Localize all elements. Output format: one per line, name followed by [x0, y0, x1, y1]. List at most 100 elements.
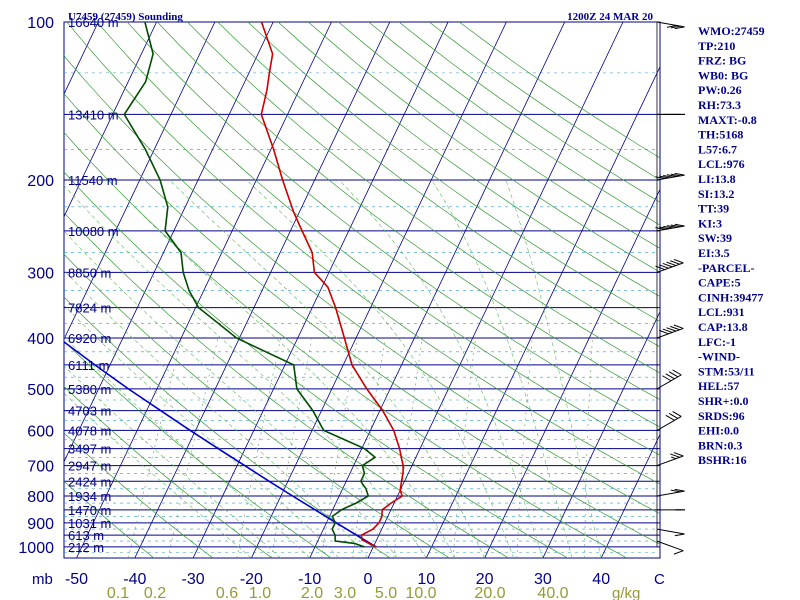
dry-adiabat — [338, 22, 660, 249]
index-line: KI:3 — [698, 216, 722, 230]
pressure-tick-label: 500 — [27, 382, 54, 399]
isotherm-line — [192, 22, 449, 558]
wind-barb-flag — [666, 225, 677, 228]
wind-barb — [655, 223, 685, 232]
wind-barb-flag — [670, 489, 681, 493]
index-line: BSHR:16 — [698, 453, 747, 467]
wind-barb — [656, 411, 682, 431]
wind-barb-flag — [673, 258, 684, 264]
wind-barb-flag — [670, 224, 681, 228]
isotherm-line — [484, 188, 660, 558]
index-line: SRDS:96 — [698, 409, 745, 423]
wind-barb-flag — [668, 371, 679, 378]
wind-barb-flag — [659, 175, 670, 179]
index-line: LI:13.8 — [698, 172, 736, 186]
mixing-ratio-line — [128, 337, 182, 558]
wind-barb-flag — [665, 373, 675, 380]
moist-adiabat — [246, 179, 515, 558]
wind-barb — [655, 258, 684, 273]
wind-barb-flag — [673, 324, 684, 329]
height-label: 4703 m — [68, 404, 111, 419]
temperature-tick-label: -10 — [298, 571, 321, 588]
isotherm-line — [0, 22, 40, 558]
index-line: TT:39 — [698, 202, 729, 216]
wind-barb — [656, 324, 684, 339]
temperature-profile — [260, 22, 405, 548]
isotherm-line — [251, 22, 507, 558]
station-title: U7459 (27459) Sounding — [68, 11, 183, 23]
moist-adiabat — [169, 179, 485, 558]
pressure-tick-label: 600 — [27, 423, 54, 440]
height-label: 11540 m — [68, 173, 118, 188]
moist-adiabat — [64, 230, 398, 558]
height-label: 13410 m — [68, 107, 119, 122]
height-label: 2947 m — [68, 459, 111, 474]
index-line: SHR+:0.0 — [698, 394, 749, 408]
mixing-ratio-tick-label: 1.0 — [249, 585, 271, 600]
moist-adiabat — [505, 179, 602, 558]
wind-barb-flag — [673, 550, 684, 555]
mixing-ratio-line — [167, 337, 219, 558]
dry-adiabat — [64, 131, 627, 558]
valid-time: 1200Z 24 MAR 20 — [567, 11, 653, 23]
wind-barb-flag — [655, 227, 666, 230]
mixing-ratio-line — [321, 337, 358, 558]
temperature-tick-label: -40 — [123, 571, 146, 588]
wind-barb-flag — [672, 369, 682, 376]
index-line: -WIND- — [698, 350, 740, 364]
wind-barb-flag — [666, 261, 677, 267]
wind-barb-staff — [656, 540, 684, 552]
temperature-tick-label: 10 — [417, 571, 435, 588]
index-line: TP:210 — [698, 39, 735, 53]
height-label: 5380 m — [68, 382, 111, 397]
temperature-tick-label: 0 — [364, 571, 373, 588]
height-label: 3497 m — [68, 442, 111, 457]
isotherm-line — [64, 22, 216, 341]
index-line: RH:73.3 — [698, 98, 741, 112]
dry-adiabat — [308, 22, 660, 273]
dry-adiabat — [157, 22, 660, 401]
temperature-tick-label: -20 — [240, 571, 263, 588]
isotherm-line — [600, 433, 660, 558]
wind-barb-flag — [670, 325, 680, 331]
dry-adiabat — [64, 55, 660, 515]
index-line: PW:0.26 — [698, 83, 742, 97]
wind-barb-staff — [656, 374, 682, 390]
moist-adiabat — [64, 392, 252, 558]
wind-barb-flag — [659, 264, 669, 269]
isotherm-line — [76, 22, 332, 558]
mixing-ratio-tick-label: 0.1 — [107, 585, 129, 600]
index-line: EHI:0.0 — [698, 424, 739, 438]
wind-barb-flag — [673, 452, 684, 457]
grid-layer — [0, 22, 660, 558]
height-label: 6111 m — [68, 358, 109, 373]
temperature-tick-label: 20 — [476, 571, 494, 588]
wind-barb-flag — [674, 488, 685, 492]
index-line: SW:39 — [698, 231, 732, 245]
index-line: CINH:39477 — [698, 290, 763, 304]
height-label: 212 m — [68, 540, 104, 555]
wind-barb-flag — [659, 329, 669, 335]
pressure-tick-label: 200 — [27, 173, 54, 190]
mixing-ratio-tick-label: 20.0 — [474, 585, 505, 600]
wind-barb — [656, 488, 685, 497]
pressure-tick-label: 100 — [27, 15, 54, 32]
height-label: 1470 m — [68, 503, 111, 518]
pressure-tick-label: 1000 — [18, 540, 54, 557]
index-line: CAP:13.8 — [698, 320, 748, 334]
height-label: 10080 m — [68, 224, 119, 239]
wind-barb-staff — [656, 528, 685, 535]
moist-adiabat — [64, 365, 281, 558]
temperature-tick-label: 30 — [534, 571, 552, 588]
wind-barb-flag — [674, 172, 685, 176]
isotherm-line — [542, 310, 660, 558]
wind-barb-staff — [656, 416, 682, 431]
wind-barb — [656, 528, 685, 537]
dry-adiabat — [126, 22, 660, 428]
temperature-tick-label: -50 — [65, 571, 88, 588]
temperature-extra-label: C — [654, 571, 665, 588]
moist-adiabat — [64, 304, 340, 558]
moist-adiabat — [64, 270, 369, 558]
